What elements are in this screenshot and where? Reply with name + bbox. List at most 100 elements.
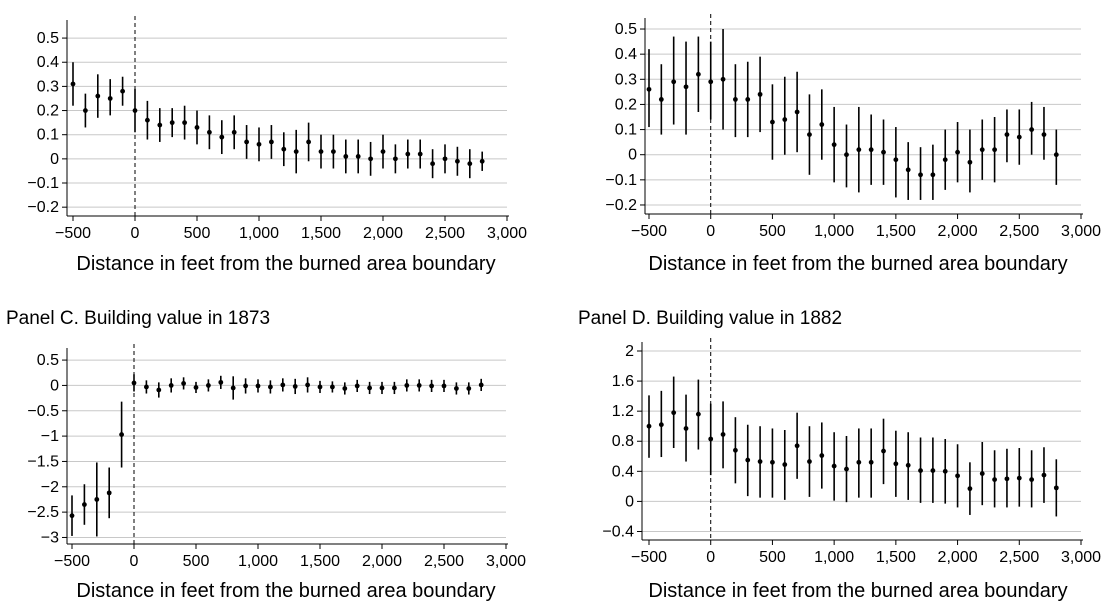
data-point — [281, 146, 287, 152]
data-point — [219, 134, 225, 140]
data-point — [708, 79, 714, 85]
data-point — [169, 120, 175, 126]
x-tick-label: 2,500 — [999, 549, 1039, 566]
x-tick-label: 0 — [131, 225, 140, 242]
data-point — [379, 385, 385, 391]
data-point — [967, 159, 973, 165]
data-point — [819, 122, 825, 127]
data-point — [905, 462, 911, 468]
data-point — [955, 149, 960, 155]
y-tick-label: −0.2 — [27, 199, 59, 216]
data-point — [881, 149, 886, 155]
data-point — [844, 152, 849, 158]
x-tick-label: 1,000 — [814, 549, 854, 566]
data-point — [770, 119, 775, 125]
data-point — [305, 382, 310, 388]
data-point — [479, 158, 485, 164]
data-point — [992, 477, 997, 482]
data-point — [967, 486, 973, 492]
y-tick-label: 0.8 — [612, 433, 634, 450]
x-tick-label: 3,000 — [1061, 223, 1101, 240]
y-tick-label: −1 — [41, 428, 59, 445]
y-tick-label: 1.2 — [612, 403, 634, 420]
data-point — [256, 141, 262, 147]
y-tick-label: 0 — [50, 377, 59, 394]
data-point — [144, 384, 149, 390]
x-tick-label: 3,000 — [487, 225, 527, 242]
x-tick-label: 1,500 — [876, 223, 916, 240]
data-point — [918, 468, 923, 473]
data-point — [745, 97, 751, 102]
data-point — [441, 383, 447, 389]
data-point — [255, 383, 261, 389]
data-point — [881, 448, 886, 454]
data-point — [757, 91, 763, 97]
data-point — [695, 71, 701, 77]
data-point — [856, 459, 862, 465]
data-point — [979, 147, 985, 153]
data-point — [770, 459, 775, 465]
x-tick-label: 500 — [759, 549, 786, 566]
data-point — [380, 149, 386, 155]
data-point — [119, 432, 124, 437]
data-point — [856, 147, 862, 153]
data-point — [695, 411, 701, 417]
data-point — [181, 380, 187, 386]
data-point — [745, 457, 751, 463]
y-tick-label: 0.5 — [37, 352, 59, 369]
data-point — [807, 132, 812, 137]
data-point — [393, 156, 398, 162]
data-point — [844, 466, 849, 472]
x-tick-label: 500 — [759, 223, 786, 240]
x-tick-label: −500 — [631, 549, 667, 566]
x-tick-label: 2,000 — [362, 553, 402, 570]
x-tick-label: 2,500 — [999, 223, 1039, 240]
y-tick-label: −0.5 — [27, 403, 59, 420]
data-point — [1053, 485, 1059, 491]
x-tick-label: 0 — [706, 223, 715, 240]
data-point — [831, 463, 837, 469]
x-tick-label: 0 — [706, 549, 715, 566]
data-point — [646, 423, 652, 429]
x-tick-label: −500 — [631, 223, 667, 240]
y-tick-label: −0.1 — [605, 172, 637, 189]
x-tick-label: 0 — [130, 553, 139, 570]
data-point — [430, 161, 435, 167]
data-point — [831, 142, 837, 148]
data-point — [131, 380, 137, 386]
data-point — [1004, 476, 1010, 482]
data-point — [930, 468, 936, 473]
data-point — [368, 156, 373, 162]
data-point — [467, 161, 473, 167]
data-point — [244, 139, 250, 145]
y-tick-label: 0 — [628, 147, 637, 164]
data-point — [708, 436, 714, 442]
data-point — [355, 154, 361, 159]
data-point — [157, 122, 163, 128]
y-tick-label: −0.1 — [27, 175, 59, 192]
y-tick-label: −0.2 — [605, 197, 637, 214]
y-tick-label: 0.5 — [615, 21, 637, 38]
data-point — [243, 383, 249, 389]
data-point — [132, 108, 138, 113]
data-point — [404, 383, 410, 388]
data-point — [82, 502, 87, 507]
y-tick-label: 0.4 — [612, 463, 634, 480]
x-tick-label: 1,500 — [876, 549, 916, 566]
data-point — [292, 384, 298, 389]
data-point — [156, 387, 162, 393]
data-point — [1029, 477, 1035, 482]
x-tick-label: 2,000 — [938, 223, 978, 240]
data-point — [417, 151, 423, 157]
data-point — [466, 386, 472, 391]
y-tick-label: 0.3 — [615, 71, 637, 88]
data-point — [646, 86, 652, 92]
panel-a-xlabel: Distance in feet from the burned area bo… — [76, 253, 496, 275]
data-point — [955, 473, 960, 479]
y-tick-label: 0 — [625, 493, 634, 510]
data-point — [354, 383, 360, 389]
y-tick-label: 0.1 — [37, 127, 59, 144]
data-point — [343, 154, 349, 159]
